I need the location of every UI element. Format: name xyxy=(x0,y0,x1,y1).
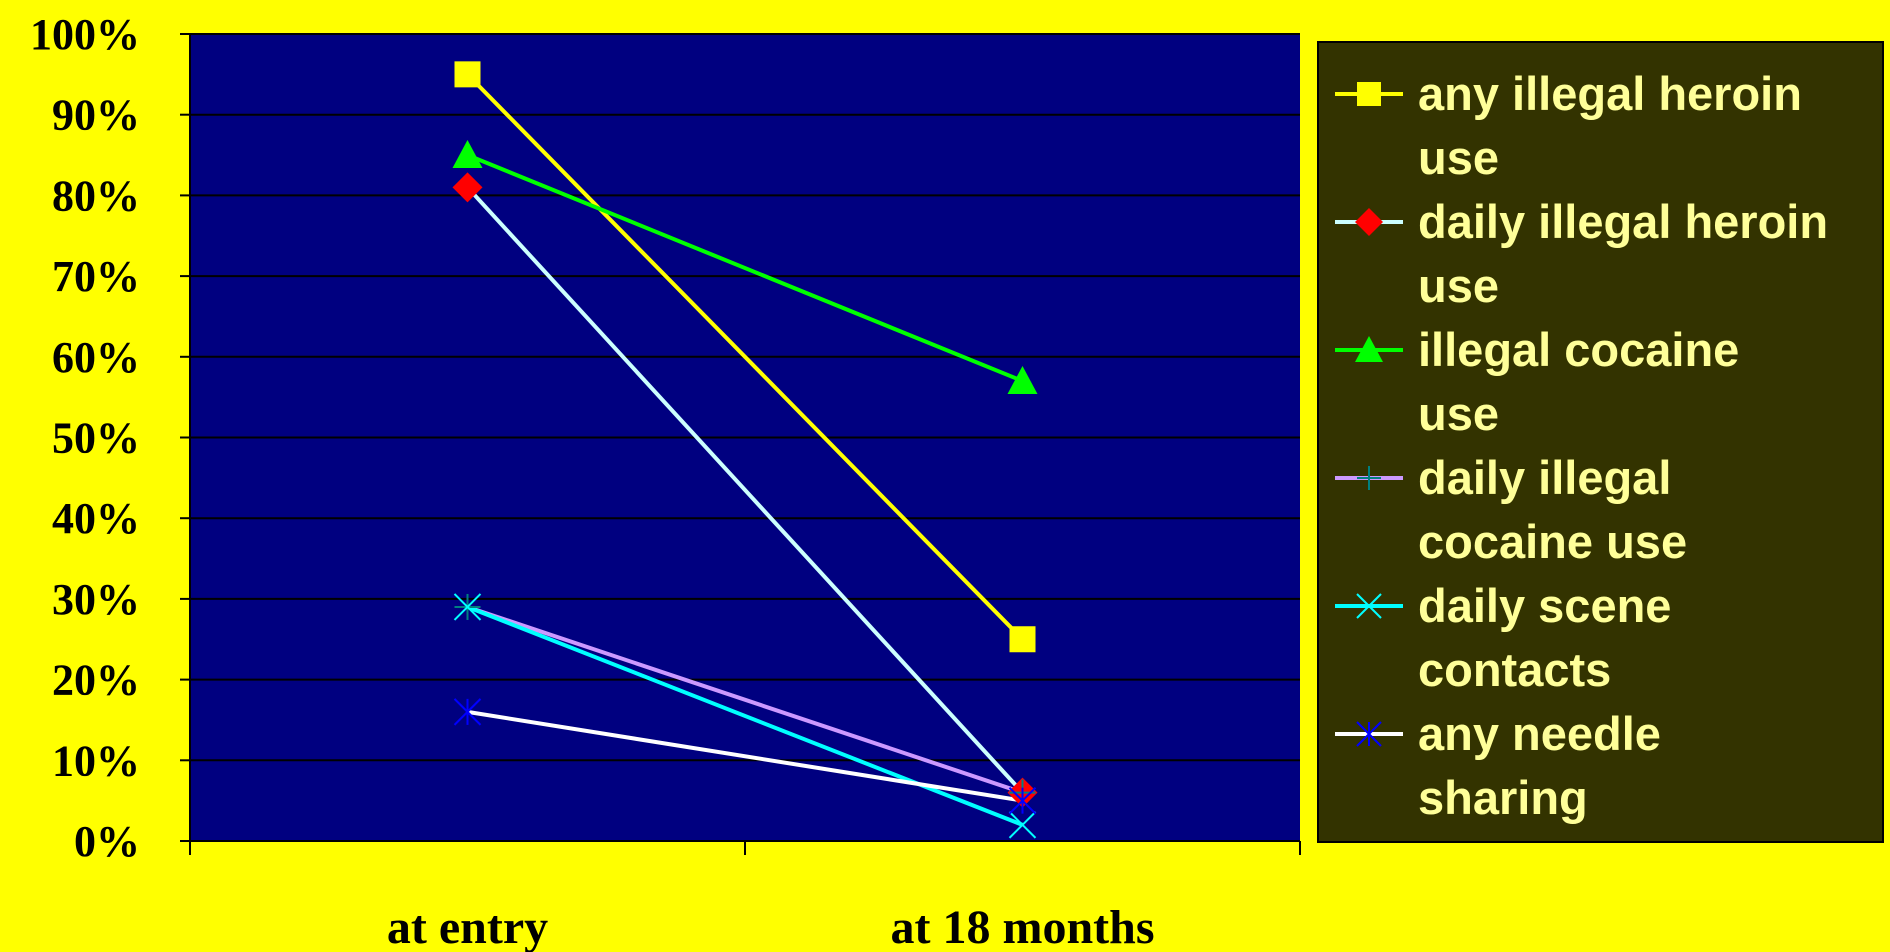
legend: any illegal heroin use daily illegal heroi… xyxy=(1317,41,1884,843)
data-point-diamond xyxy=(452,172,483,203)
series-line xyxy=(466,72,1024,641)
legend-marker-triangle xyxy=(1355,336,1383,362)
legend-label: daily illegal heroin xyxy=(1418,195,1828,248)
data-point-star xyxy=(453,698,482,726)
y-axis-tick-label: 20% xyxy=(52,656,140,705)
legend-box xyxy=(1317,41,1884,843)
series-line xyxy=(466,185,1024,794)
data-point-triangle xyxy=(452,140,483,169)
y-axis-tick-labels: 0% 10% 20% 30% 40% 50% 60% 70% 80% 90% 100% xyxy=(30,10,140,866)
series-line xyxy=(467,709,1023,803)
axes xyxy=(180,33,1301,855)
legend-marker-x xyxy=(1356,593,1382,619)
legend-label: illegal cocaine xyxy=(1418,323,1739,376)
series-markers xyxy=(452,61,1038,839)
legend-marker-star xyxy=(1356,721,1382,747)
legend-label: daily illegal xyxy=(1418,451,1671,504)
data-point-star xyxy=(1008,786,1037,815)
data-point-square xyxy=(454,61,481,88)
y-axis-tick-label: 40% xyxy=(52,494,140,543)
legend-marker-diamond xyxy=(1355,208,1383,236)
y-axis-tick-label: 30% xyxy=(52,575,140,624)
y-axis-tick-label: 60% xyxy=(52,333,140,382)
series-line xyxy=(466,605,1024,827)
data-point-x xyxy=(453,593,482,621)
legend-label: daily scene xyxy=(1418,579,1671,632)
x-axis-category-label: at entry xyxy=(387,901,548,952)
y-axis-tick-label: 100% xyxy=(30,10,140,59)
legend-marker-square xyxy=(1357,82,1381,106)
legend-label: any illegal heroin xyxy=(1418,67,1802,120)
marker-stroke xyxy=(1008,811,1037,839)
legend-label: use xyxy=(1418,387,1499,440)
data-point-x xyxy=(1008,811,1037,839)
y-axis-tick-label: 50% xyxy=(52,414,140,463)
legend-label: sharing xyxy=(1418,771,1588,824)
y-axis-tick-label: 0% xyxy=(74,817,140,866)
legend-label: contacts xyxy=(1418,643,1611,696)
legend-label: use xyxy=(1418,131,1499,184)
series-line xyxy=(466,153,1024,383)
y-axis-tick-label: 90% xyxy=(52,91,140,140)
y-axis-tick-label: 10% xyxy=(52,736,140,785)
legend-marker-plus xyxy=(1357,466,1381,490)
data-point-square xyxy=(1009,626,1036,653)
data-point-triangle xyxy=(1007,366,1038,395)
marker-stroke xyxy=(453,593,482,621)
x-axis-category-labels: at entry at 18 months xyxy=(387,901,1155,952)
marker-stroke xyxy=(1356,593,1382,619)
legend-label: any needle xyxy=(1418,707,1661,760)
series-line xyxy=(466,605,1024,795)
legend-label: cocaine use xyxy=(1418,515,1687,568)
y-axis-tick-label: 70% xyxy=(52,252,140,301)
y-axis-tick-label: 80% xyxy=(52,171,140,220)
x-axis-category-label: at 18 months xyxy=(890,901,1154,952)
legend-label: use xyxy=(1418,259,1499,312)
series-lines xyxy=(466,72,1024,827)
